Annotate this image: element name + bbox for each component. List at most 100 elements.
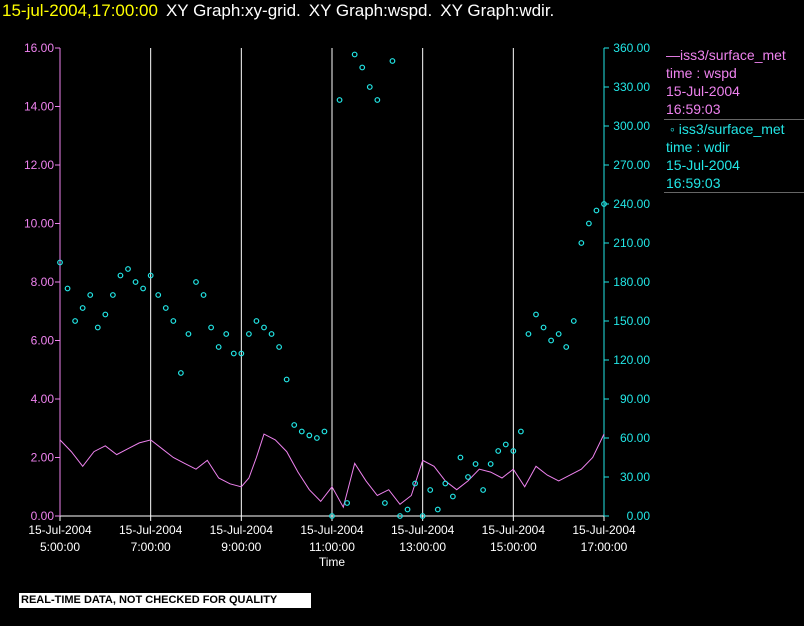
wdir-point: [495, 448, 502, 454]
x-tick-time: 13:00:00: [399, 540, 446, 554]
wdir-point: [268, 331, 275, 337]
x-axis-label: Time: [319, 555, 346, 569]
legend-wspd-line-icon: —: [666, 47, 680, 63]
wdir-point: [412, 480, 419, 487]
x-tick-time: 11:00:00: [309, 540, 355, 554]
wdir-point: [276, 344, 283, 350]
legend-wdir-time: 16:59:03: [666, 175, 721, 191]
wdir-point: [64, 285, 71, 292]
y-right-tick-label: 240.00: [613, 197, 650, 211]
tick-labels: 15-Jul-2004 5:00:00 15-Jul-2004 7:00:00 15-J…: [24, 41, 650, 569]
wdir-point: [79, 305, 86, 311]
y-left-tick-label: 0.00: [31, 509, 55, 523]
wdir-point: [208, 324, 215, 331]
y-left-tick-label: 6.00: [31, 334, 55, 348]
wdir-point: [57, 259, 63, 266]
wdir-point: [472, 461, 479, 467]
wdir-point: [177, 370, 184, 376]
wdir-point: [487, 461, 494, 467]
wdir-point: [404, 506, 411, 513]
y-left-tick-label: 16.00: [24, 41, 54, 55]
wdir-point: [585, 220, 592, 227]
legend-wdir-source: iss3/surface_met: [678, 121, 785, 137]
wdir-point: [117, 272, 124, 279]
wdir-point: [109, 292, 116, 298]
wdir-point: [366, 84, 373, 90]
chart-header: 15-jul-2004,17:00:00 XY Graph:xy-grid. XY …: [0, 0, 804, 26]
wdir-point: [245, 331, 252, 337]
y-left-tick-label: 4.00: [31, 392, 55, 406]
legend-wdir-marker-icon: ◦: [666, 121, 679, 137]
wdir-point: [253, 318, 260, 324]
wdir-point: [72, 318, 79, 324]
wdir-point: [525, 331, 532, 337]
x-tick-time: 9:00:00: [221, 540, 261, 554]
legend-wspd-time: 16:59:03: [666, 101, 721, 117]
wdir-point: [125, 266, 131, 272]
x-tick-date: 15-Jul-2004: [210, 523, 274, 537]
wdir-point: [193, 279, 199, 285]
wdir-point: [457, 454, 464, 461]
wdir-point: [480, 487, 487, 493]
header-time: 15-jul-2004,17:00:00: [2, 1, 158, 20]
x-tick-time: 15:00:00: [490, 540, 537, 554]
wdir-point: [510, 448, 517, 454]
legend-wdir-variable: time : wdir: [666, 139, 730, 155]
y-left-tick-label: 2.00: [31, 451, 55, 465]
wdir-point: [570, 318, 577, 324]
wdir-point: [442, 480, 449, 487]
wdir-point: [132, 279, 139, 285]
legend-wspd: —iss3/surface_met time : wspd 15-Jul-200…: [666, 46, 786, 118]
y-right-tick-label: 360.00: [613, 41, 650, 55]
x-tick-time: 17:00:00: [581, 540, 628, 554]
wdir-point: [283, 376, 290, 383]
x-tick-date: 15-Jul-2004: [391, 523, 455, 537]
y-right-tick-label: 270.00: [613, 158, 650, 172]
wdir-point: [601, 201, 607, 207]
y-left-tick-label: 8.00: [31, 275, 55, 289]
wdir-point: [389, 58, 396, 64]
wdir-point: [298, 428, 305, 435]
wdir-point: [200, 292, 207, 298]
wdir-point: [94, 324, 101, 331]
wdir-point: [449, 493, 456, 500]
wdir-point: [170, 318, 177, 324]
wdir-point: [517, 428, 524, 435]
wdir-point: [533, 311, 539, 318]
x-tick-date: 15-Jul-2004: [572, 523, 636, 537]
wdir-point: [230, 350, 237, 357]
y-right-tick-label: 210.00: [613, 236, 650, 250]
wdir-point: [185, 331, 192, 337]
wdir-point: [548, 337, 555, 344]
wspd-line: [59, 433, 605, 509]
wdir-point: [427, 487, 434, 493]
wdir-point: [593, 207, 600, 214]
y-left-tick-label: 14.00: [24, 100, 54, 114]
legend-wdir-date: 15-Jul-2004: [666, 157, 740, 173]
wdir-point: [155, 292, 162, 298]
wdir-point: [87, 292, 94, 298]
wdir-point: [329, 513, 335, 519]
y-right-tick-label: 300.00: [613, 119, 650, 133]
wdir-point: [563, 344, 570, 350]
y-right-tick-label: 120.00: [613, 353, 650, 367]
vertical-gridlines: [150, 48, 514, 516]
wdir-point: [306, 432, 313, 439]
wdir-point: [578, 240, 585, 246]
wspd-series: [59, 433, 605, 509]
wdir-point: [540, 324, 547, 331]
wdir-point: [313, 435, 320, 441]
header-graph-wspd: XY Graph:wspd.: [308, 1, 433, 20]
wdir-point: [238, 350, 245, 357]
header-graph-grid: XY Graph:xy-grid.: [165, 1, 301, 20]
wdir-series: [57, 51, 607, 519]
legend-divider: [664, 119, 804, 120]
y-right-tick-label: 330.00: [613, 80, 650, 94]
x-tick-date: 15-Jul-2004: [482, 523, 546, 537]
y-right-tick-label: 150.00: [613, 314, 650, 328]
wdir-point: [465, 474, 471, 480]
y-right-tick-label: 30.00: [620, 470, 650, 484]
wdir-point: [102, 311, 109, 318]
x-tick-date: 15-Jul-2004: [300, 523, 364, 537]
wdir-point: [351, 51, 358, 58]
